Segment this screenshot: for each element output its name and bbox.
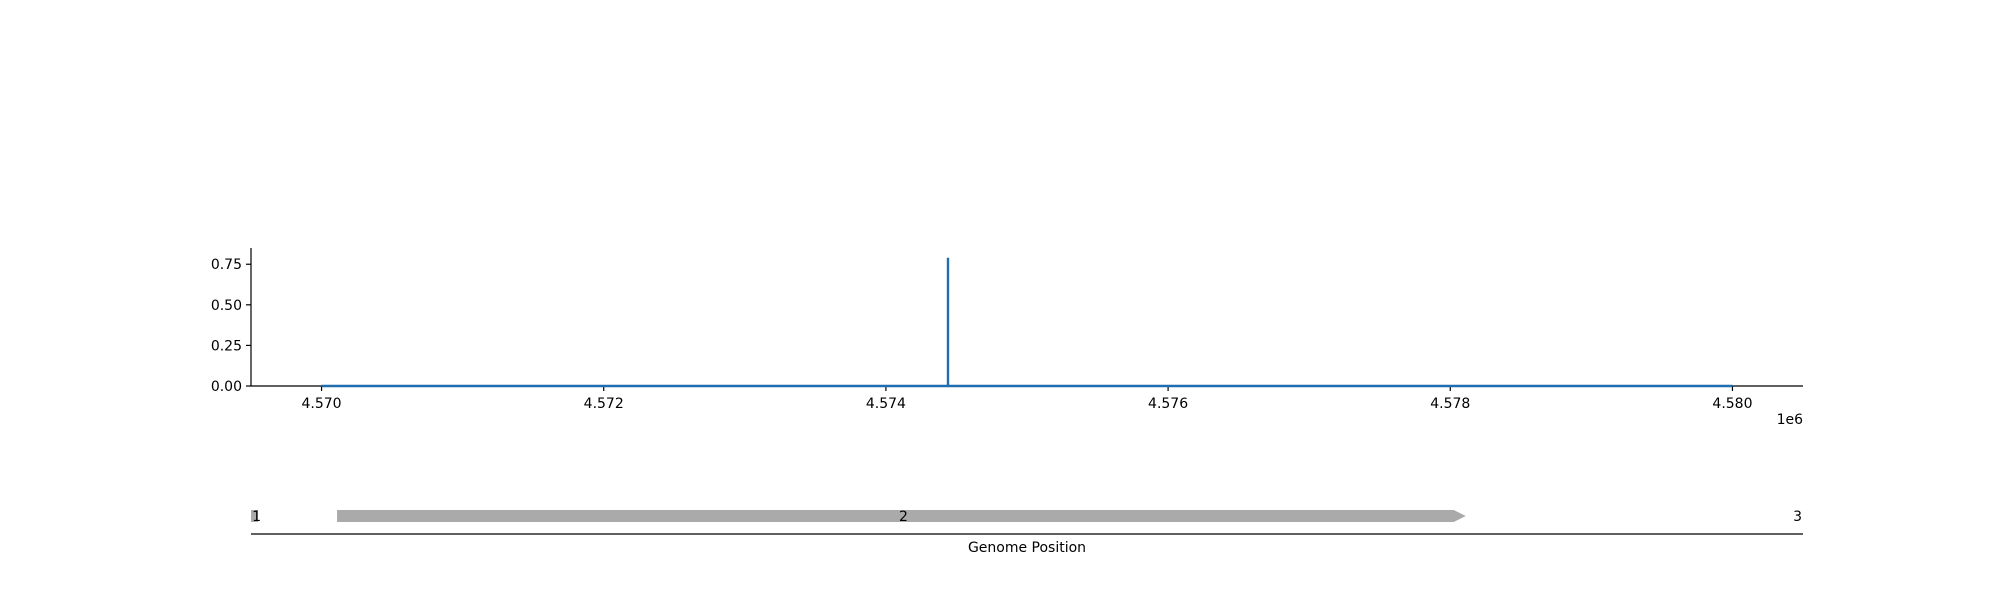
gene-feature-label: 3 [1793,509,1802,525]
coverage-plot: 0.000.250.500.75 4.570 4.572 4.574 4.576 4.5… [211,248,1803,428]
x-tick-label: 4.572 [584,396,624,412]
coverage-series-line [321,257,1733,388]
x-tick-label: 4.574 [866,396,906,412]
gene-feature-label: 1 [252,509,261,525]
x-tick-label: 4.570 [301,396,341,412]
x-offset-label: 1e6 [1777,412,1804,428]
gene-feature-label: 2 [899,509,908,525]
x-axis: 4.570 4.572 4.574 4.576 4.578 4.580 [251,385,1803,412]
x-tick-label: 4.580 [1712,396,1752,412]
gene-track-xlabel: Genome Position [968,540,1086,556]
gene-feature-arrow [337,510,1466,522]
gene-track: 1 2 3 Genome Position [251,509,1803,556]
y-tick-label: 0.50 [211,298,242,314]
gene-features: 1 2 3 [251,509,1802,525]
gene-feature-arrow [251,510,259,522]
y-tick-label: 0.25 [211,338,242,354]
x-tick-label: 4.578 [1430,396,1470,412]
y-tick-label: 0.75 [211,257,242,273]
y-tick-label: 0.00 [211,379,242,395]
series-layer [321,257,1733,388]
y-axis: 0.00 0.25 0.50 0.75 [211,248,252,395]
x-tick-label: 4.576 [1148,396,1188,412]
